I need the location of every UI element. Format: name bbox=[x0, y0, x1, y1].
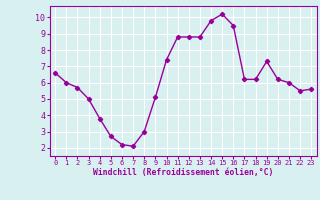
X-axis label: Windchill (Refroidissement éolien,°C): Windchill (Refroidissement éolien,°C) bbox=[93, 168, 273, 177]
